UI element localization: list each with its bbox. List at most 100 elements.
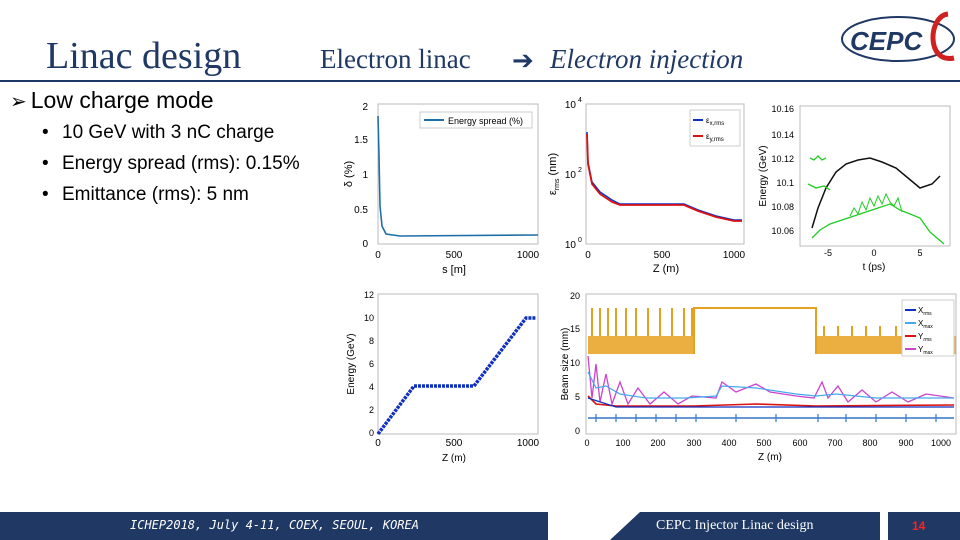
x-tick-labels: 0 100 200 300 400 500 600 700 800 900 10… bbox=[584, 438, 951, 448]
bullet-dot-icon: • bbox=[42, 122, 49, 143]
legend-label: Ymax bbox=[918, 345, 933, 356]
bullet-main-text: Low charge mode bbox=[30, 87, 214, 113]
x-tick-label: -5 bbox=[824, 248, 832, 258]
y-tick-label: 10.14 bbox=[771, 130, 794, 140]
svg-text:100: 100 bbox=[615, 438, 630, 448]
y-tick-label: 15 bbox=[570, 324, 580, 334]
emittance-y-curve bbox=[586, 133, 742, 222]
phase-space-noise-curve bbox=[849, 192, 903, 217]
y-tick-label: 0 bbox=[575, 426, 580, 436]
y-tick-label: 1.5 bbox=[354, 135, 368, 146]
legend-label: εx,rms bbox=[706, 116, 724, 127]
slide-subtitle-right: Electron injection bbox=[550, 44, 744, 74]
y-tick-label: 10 bbox=[565, 100, 577, 111]
aperture-wide-section bbox=[693, 307, 817, 354]
x-max-curve bbox=[587, 371, 954, 399]
x-axis-label: Z (m) bbox=[442, 453, 466, 464]
svg-text:500: 500 bbox=[756, 438, 771, 448]
legend-label: Xmax bbox=[918, 319, 933, 330]
y-tick-label: 20 bbox=[570, 291, 580, 301]
svg-text:700: 700 bbox=[827, 438, 842, 448]
footer-talk-bar: CEPC Injector Linac design bbox=[610, 512, 880, 540]
footer-conference-bar: ICHEP2018, July 4-11, COEX, SEOUL, KOREA bbox=[0, 512, 548, 540]
bullet-item-text: 10 GeV with 3 nC charge bbox=[62, 122, 275, 143]
y-tick-label: 12 bbox=[364, 290, 374, 300]
y-tick-label: 10.08 bbox=[771, 202, 794, 212]
energy-spread-plot: 2 1.5 1 0.5 0 0 500 1000 s [m] δ (%) Ene… bbox=[340, 96, 540, 278]
beam-size-plot: 20 15 10 5 0 0 100 200 300 400 500 600 7… bbox=[556, 286, 960, 466]
chevron-right-icon: ➢ bbox=[10, 89, 27, 113]
y-tick-label: 0 bbox=[362, 239, 368, 250]
y-tick-label: 10.1 bbox=[776, 178, 794, 188]
bullet-item: • Emittance (rms): 5 nm bbox=[42, 184, 249, 206]
emittance-plot: 10 4 10 2 10 0 0 500 1000 Z (m) εrms (nm… bbox=[540, 92, 750, 278]
y-tick-label: 1 bbox=[362, 170, 368, 181]
x-rms-curve bbox=[587, 397, 954, 408]
footer-conference: ICHEP2018, July 4-11, COEX, SEOUL, KOREA bbox=[130, 518, 419, 532]
slide-subtitle-left: Electron linac bbox=[320, 44, 471, 74]
x-tick-label: 0 bbox=[871, 248, 876, 258]
y-rms-curve bbox=[587, 395, 955, 407]
y-tick-label: 4 bbox=[369, 382, 374, 392]
legend-label: Xrms bbox=[918, 306, 932, 317]
x-axis-label: Z (m) bbox=[758, 452, 782, 463]
x-tick-label: 1000 bbox=[517, 438, 540, 449]
logo-text: CEPC bbox=[850, 26, 923, 56]
bullet-item-text: Energy spread (rms): 0.15% bbox=[62, 153, 300, 174]
x-tick-label: 1000 bbox=[723, 250, 746, 261]
lattice-elements bbox=[595, 414, 937, 422]
y-axis-label: εrms (nm) bbox=[547, 153, 561, 195]
y-axis-label: Energy (GeV) bbox=[758, 145, 769, 206]
bullet-dot-icon: • bbox=[42, 153, 49, 174]
aperture-band-left bbox=[588, 336, 694, 354]
y-tick-label: 10.16 bbox=[771, 104, 794, 114]
y-tick-label: 8 bbox=[369, 336, 374, 346]
legend-label: Yrms bbox=[918, 332, 932, 343]
svg-text:800: 800 bbox=[862, 438, 877, 448]
cepc-logo: CEPC bbox=[841, 11, 955, 62]
phase-space-plot: 10.16 10.14 10.12 10.1 10.08 10.06 -5 0 … bbox=[750, 98, 960, 278]
aperture-spikes-left bbox=[591, 308, 693, 336]
y-tick-label: 10 bbox=[565, 170, 577, 181]
y-axis-label: Beam size (mm) bbox=[560, 328, 571, 401]
y-axis-label: Energy (GeV) bbox=[346, 333, 357, 394]
footer-talk-title: CEPC Injector Linac design bbox=[656, 518, 814, 533]
svg-text:εrms (nm): εrms (nm) bbox=[547, 153, 561, 195]
x-tick-label: 0 bbox=[375, 438, 381, 449]
svg-text:1000: 1000 bbox=[931, 438, 951, 448]
legend-label: Energy spread (%) bbox=[448, 116, 523, 126]
slide-title: Linac design bbox=[46, 35, 242, 77]
bullet-item-text: Emittance (rms): 5 nm bbox=[62, 184, 249, 205]
y-tick-label: 10.06 bbox=[771, 226, 794, 236]
y-tick-label: 0 bbox=[369, 428, 374, 438]
y-tick-label: 10.12 bbox=[771, 154, 794, 164]
y-tick-label: 10 bbox=[364, 313, 374, 323]
svg-text:200: 200 bbox=[650, 438, 665, 448]
svg-text:0: 0 bbox=[584, 438, 589, 448]
y-tick-label: 2 bbox=[362, 102, 368, 113]
energy-ramp-plot: 12 10 8 6 4 2 0 0 500 1000 Z (m) Energy … bbox=[340, 286, 540, 466]
y-tick-label: 0.5 bbox=[354, 205, 368, 216]
bullet-item: • 10 GeV with 3 nC charge bbox=[42, 122, 274, 144]
svg-text:400: 400 bbox=[721, 438, 736, 448]
x-axis-label: s [m] bbox=[442, 264, 466, 276]
aperture-spikes-right bbox=[823, 326, 897, 336]
x-axis-label: Z (m) bbox=[653, 263, 679, 275]
footer-page-bar: 14 bbox=[888, 512, 960, 540]
y-tick-label: 2 bbox=[369, 405, 374, 415]
svg-text:600: 600 bbox=[792, 438, 807, 448]
svg-text:900: 900 bbox=[898, 438, 913, 448]
y-tick-exponent: 2 bbox=[578, 167, 582, 174]
title-underline bbox=[0, 80, 960, 82]
y-axis-label: δ (%) bbox=[343, 161, 355, 187]
y-tick-label: 6 bbox=[369, 359, 374, 369]
x-tick-label: 1000 bbox=[517, 250, 540, 261]
bullet-item: • Energy spread (rms): 0.15% bbox=[42, 153, 300, 175]
legend-label: εy,rms bbox=[706, 132, 724, 143]
y-tick-label: 10 bbox=[570, 358, 580, 368]
x-axis-label: t (ps) bbox=[863, 262, 886, 273]
x-tick-label: 500 bbox=[446, 250, 463, 261]
energy-spread-curve bbox=[377, 115, 539, 237]
x-tick-label: 0 bbox=[585, 250, 591, 261]
y-tick-label: 10 bbox=[565, 240, 577, 251]
